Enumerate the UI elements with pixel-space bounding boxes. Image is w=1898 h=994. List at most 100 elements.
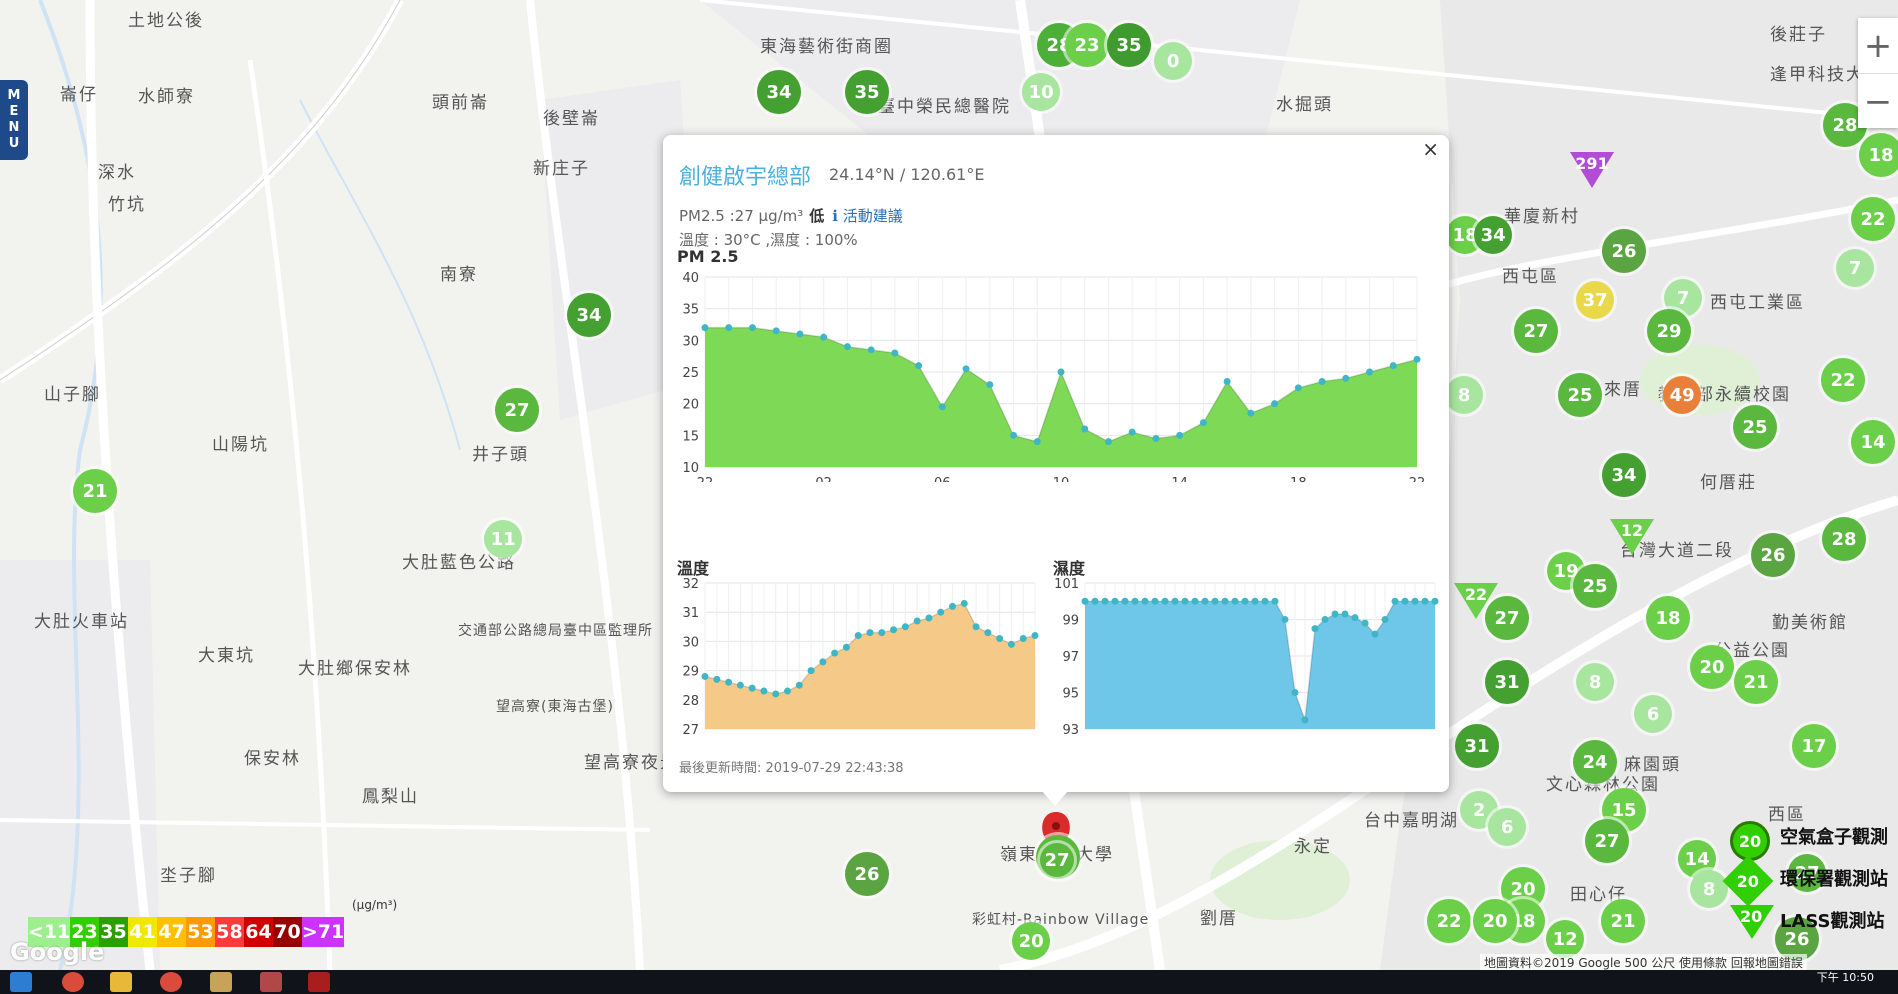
sensor-marker[interactable]: 31: [1454, 723, 1500, 769]
data-point[interactable]: [1161, 597, 1169, 605]
sensor-marker[interactable]: 34: [1474, 216, 1513, 255]
data-point[interactable]: [960, 599, 968, 607]
data-point[interactable]: [925, 614, 933, 622]
data-point[interactable]: [760, 687, 768, 695]
data-point[interactable]: [1019, 634, 1027, 642]
data-point[interactable]: [1389, 362, 1397, 370]
sensor-marker[interactable]: 6: [1488, 808, 1527, 847]
sensor-marker[interactable]: 27: [494, 387, 540, 433]
sensor-marker[interactable]: 37: [1576, 281, 1615, 320]
sensor-marker[interactable]: 22: [1426, 898, 1472, 944]
sensor-marker[interactable]: 8: [1576, 663, 1615, 702]
data-point[interactable]: [1281, 616, 1289, 623]
close-icon[interactable]: ×: [1422, 137, 1439, 161]
data-point[interactable]: [1033, 438, 1041, 446]
data-point[interactable]: [1421, 597, 1429, 605]
data-point[interactable]: [1294, 384, 1302, 392]
sensor-marker[interactable]: 25: [1557, 372, 1603, 418]
data-point[interactable]: [725, 678, 733, 686]
data-point[interactable]: [1341, 610, 1349, 618]
data-point[interactable]: [772, 690, 780, 698]
lass-station-marker[interactable]: 291: [1570, 152, 1614, 188]
data-point[interactable]: [866, 629, 874, 637]
app-icon[interactable]: [210, 972, 232, 992]
data-point[interactable]: [1366, 368, 1374, 376]
data-point[interactable]: [1010, 431, 1018, 439]
data-point[interactable]: [1381, 616, 1389, 623]
data-point[interactable]: [915, 362, 923, 370]
sensor-marker[interactable]: 0: [1154, 42, 1193, 81]
data-point[interactable]: [962, 365, 970, 373]
zoom-out-button[interactable]: −: [1863, 81, 1893, 122]
sensor-marker[interactable]: 17: [1791, 723, 1837, 769]
data-point[interactable]: [1171, 597, 1179, 605]
sensor-marker[interactable]: 26: [1774, 916, 1820, 962]
data-point[interactable]: [1176, 431, 1184, 439]
data-point[interactable]: [1081, 425, 1089, 433]
data-point[interactable]: [1271, 400, 1279, 408]
sensor-marker[interactable]: 29: [1646, 308, 1692, 354]
lass-station-marker[interactable]: 22: [1454, 583, 1498, 619]
data-point[interactable]: [854, 632, 862, 640]
data-point[interactable]: [1331, 610, 1339, 618]
lass-station-marker[interactable]: 12: [1610, 519, 1654, 555]
data-point[interactable]: [1361, 619, 1369, 627]
data-point[interactable]: [986, 381, 994, 389]
data-point[interactable]: [1057, 368, 1065, 376]
data-point[interactable]: [1211, 597, 1219, 605]
data-point[interactable]: [1241, 597, 1249, 605]
sensor-marker[interactable]: 8: [1690, 870, 1729, 909]
sensor-marker[interactable]: 25: [1572, 563, 1618, 609]
data-point[interactable]: [867, 346, 875, 354]
sensor-marker[interactable]: 7: [1836, 249, 1875, 288]
sensor-marker[interactable]: 26: [1601, 228, 1647, 274]
sensor-marker[interactable]: 35: [1106, 22, 1152, 68]
sensor-marker[interactable]: 8: [1445, 376, 1484, 415]
sensor-marker[interactable]: 6: [1634, 695, 1673, 734]
data-point[interactable]: [1251, 597, 1259, 605]
data-point[interactable]: [1431, 597, 1439, 605]
app-icon-2[interactable]: [260, 972, 282, 992]
sensor-marker[interactable]: 27: [1584, 818, 1630, 864]
data-point[interactable]: [701, 672, 709, 680]
sensor-marker[interactable]: 20: [1689, 644, 1735, 690]
map-attribution[interactable]: 地圖資料©2019 Google 500 公尺 使用條款 回報地圖錯誤: [1480, 954, 1807, 971]
data-point[interactable]: [842, 643, 850, 651]
data-point[interactable]: [1291, 689, 1299, 696]
sensor-marker[interactable]: 10: [1022, 73, 1061, 112]
data-point[interactable]: [1141, 597, 1149, 605]
data-point[interactable]: [1151, 597, 1159, 605]
sensor-marker[interactable]: 27: [1513, 308, 1559, 354]
data-point[interactable]: [1081, 597, 1089, 605]
data-point[interactable]: [1131, 597, 1139, 605]
sensor-marker[interactable]: 22: [1850, 196, 1896, 242]
data-point[interactable]: [819, 658, 827, 666]
data-point[interactable]: [1413, 355, 1421, 363]
data-point[interactable]: [1181, 597, 1189, 605]
data-point[interactable]: [1128, 428, 1136, 436]
data-point[interactable]: [1261, 597, 1269, 605]
sensor-marker[interactable]: 49: [1663, 376, 1702, 415]
data-point[interactable]: [1201, 597, 1209, 605]
data-point[interactable]: [937, 608, 945, 616]
data-point[interactable]: [890, 626, 898, 634]
sensor-marker[interactable]: 25: [1732, 404, 1778, 450]
data-point[interactable]: [1351, 614, 1359, 622]
sensor-marker[interactable]: 34: [756, 69, 802, 115]
data-point[interactable]: [748, 324, 756, 332]
data-point[interactable]: [1247, 409, 1255, 417]
data-point[interactable]: [1007, 640, 1015, 648]
sensor-marker[interactable]: 27: [1788, 854, 1827, 893]
data-point[interactable]: [1342, 374, 1350, 382]
sensor-marker[interactable]: 18: [1858, 132, 1898, 178]
data-point[interactable]: [1301, 716, 1309, 724]
data-point[interactable]: [984, 629, 992, 637]
sensor-marker[interactable]: 34: [1601, 452, 1647, 498]
data-point[interactable]: [1401, 597, 1409, 605]
data-point[interactable]: [938, 403, 946, 411]
folder-icon[interactable]: [110, 972, 132, 992]
data-point[interactable]: [1311, 625, 1319, 633]
data-point[interactable]: [725, 324, 733, 332]
data-point[interactable]: [1101, 597, 1109, 605]
data-point[interactable]: [807, 667, 815, 675]
